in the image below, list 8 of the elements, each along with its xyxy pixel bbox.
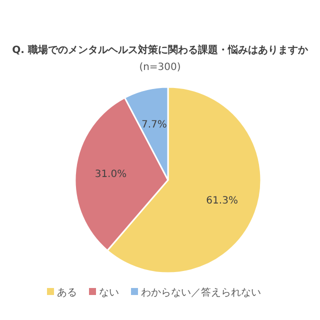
legend-label: わからない／答えられない: [141, 286, 261, 298]
chart-title: Q. 職場でのメンタルヘルス対策に関わる課題・悩みはありますか: [12, 44, 309, 56]
data-label: 61.3%: [206, 196, 238, 207]
data-label: 31.0%: [94, 168, 127, 180]
data-label: 7.7%: [141, 120, 167, 131]
legend-label: ある: [57, 288, 77, 298]
chart-subtitle: (n=300): [139, 62, 181, 73]
legend-label: ない: [99, 288, 119, 298]
